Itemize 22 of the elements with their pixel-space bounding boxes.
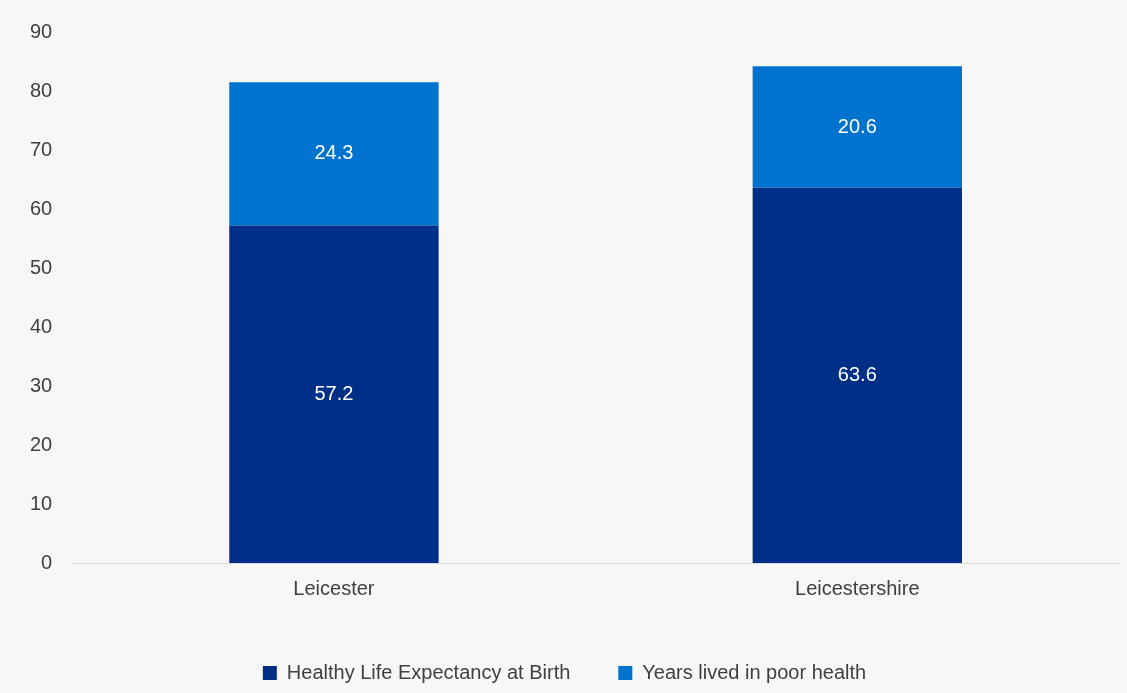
bar <box>229 225 439 563</box>
y-tick-label: 40 <box>30 314 53 337</box>
data-label: 24.3 <box>314 141 354 164</box>
y-tick-label: 30 <box>30 373 53 396</box>
legend-label: Years lived in poor health <box>642 660 867 683</box>
y-tick-label: 0 <box>41 550 53 573</box>
y-tick-label: 70 <box>30 137 53 160</box>
x-tick-label: Leicestershire <box>795 576 920 599</box>
y-tick-label: 20 <box>30 432 53 455</box>
bar <box>229 82 439 226</box>
bar <box>752 66 962 188</box>
bar <box>752 187 962 563</box>
y-tick-label: 50 <box>30 255 53 278</box>
y-tick-label: 60 <box>30 196 53 219</box>
data-label: 63.6 <box>837 362 877 385</box>
x-tick-label: Leicester <box>293 576 375 599</box>
data-label: 57.2 <box>314 381 354 404</box>
y-tick-label: 80 <box>30 78 53 101</box>
y-tick-label: 10 <box>30 491 53 514</box>
legend-label: Healthy Life Expectancy at Birth <box>286 660 571 683</box>
y-tick-label: 90 <box>30 19 53 42</box>
data-label: 20.6 <box>837 114 877 137</box>
